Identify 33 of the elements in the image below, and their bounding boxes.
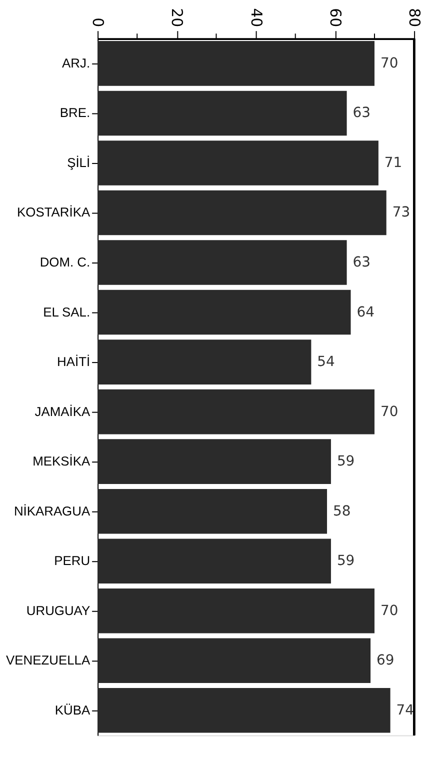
data-label: 74 xyxy=(396,702,414,718)
y-tick-label: BRE. xyxy=(60,105,90,120)
data-label: 59 xyxy=(336,454,355,470)
y-tick-label: EL SAL. xyxy=(43,304,90,320)
data-label: 54 xyxy=(317,354,336,370)
data-label: 73 xyxy=(392,204,410,221)
x-tick-label: 40 xyxy=(247,8,266,28)
y-tick-label: PERU xyxy=(54,553,90,568)
y-tick-label: URUGUAY xyxy=(26,602,90,618)
y-tick-label: JAMAİKA xyxy=(34,404,90,419)
data-label: 59 xyxy=(336,553,355,570)
data-label: 58 xyxy=(332,503,351,520)
y-tick-label: VENEZUELLA xyxy=(6,652,90,668)
data-label: 63 xyxy=(352,105,370,122)
x-tick-label: 60 xyxy=(326,8,344,28)
data-label: 70 xyxy=(380,602,398,619)
y-tick-label: ARJ. xyxy=(62,55,90,70)
y-tick-label: HAİTİ xyxy=(57,354,90,370)
data-label: 63 xyxy=(352,254,370,270)
data-label: 71 xyxy=(384,154,402,171)
y-tick-label: KÜBA xyxy=(54,702,90,718)
x-tick-label: 20 xyxy=(168,8,186,28)
x-tick-label: 0 xyxy=(89,18,108,28)
y-tick-label: NİKARAGUA xyxy=(14,503,90,518)
y-tick-label: KOSTARİKA xyxy=(17,204,90,220)
data-label: 70 xyxy=(380,55,398,72)
data-label: 69 xyxy=(376,652,394,669)
x-tick-label: 80 xyxy=(406,8,424,28)
y-tick-label: ŞİLİ xyxy=(67,154,90,170)
data-label: 70 xyxy=(380,404,398,420)
data-label: 64 xyxy=(356,304,375,320)
y-tick-label: MEKSİKA xyxy=(32,454,90,469)
y-tick-label: DOM. C. xyxy=(40,254,90,270)
